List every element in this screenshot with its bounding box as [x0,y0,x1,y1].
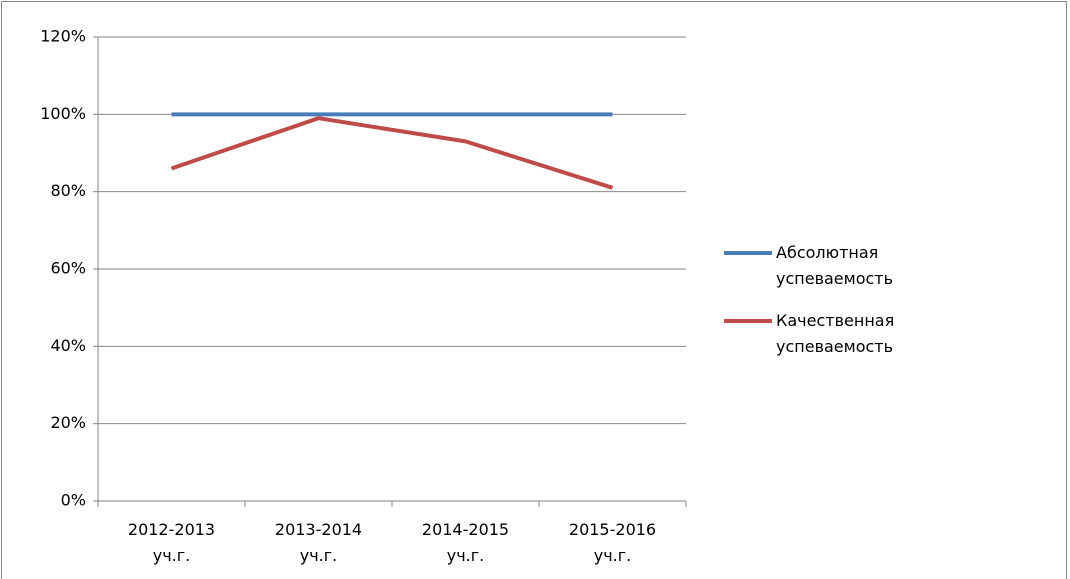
series-line [170,116,614,190]
y-tick-label: 120% [40,27,86,46]
x-tick-label: 2014-2015 уч.г. [421,520,510,565]
x-tick-label: 2015-2016 уч.г. [568,520,657,565]
y-tick-label: 60% [50,259,86,278]
x-tick-label: 2012-2013 уч.г. [127,520,216,565]
x-tick-label: 2013-2014 уч.г. [274,520,363,565]
y-tick-label: 100% [40,104,86,123]
y-tick-label: 0% [61,491,86,510]
y-tick-label: 20% [50,413,86,432]
y-tick-label: 40% [50,336,86,355]
legend-label: Качественная успеваемость [776,311,895,356]
legend-label: Абсолютная успеваемость [776,243,894,288]
y-tick-label: 80% [50,181,86,200]
